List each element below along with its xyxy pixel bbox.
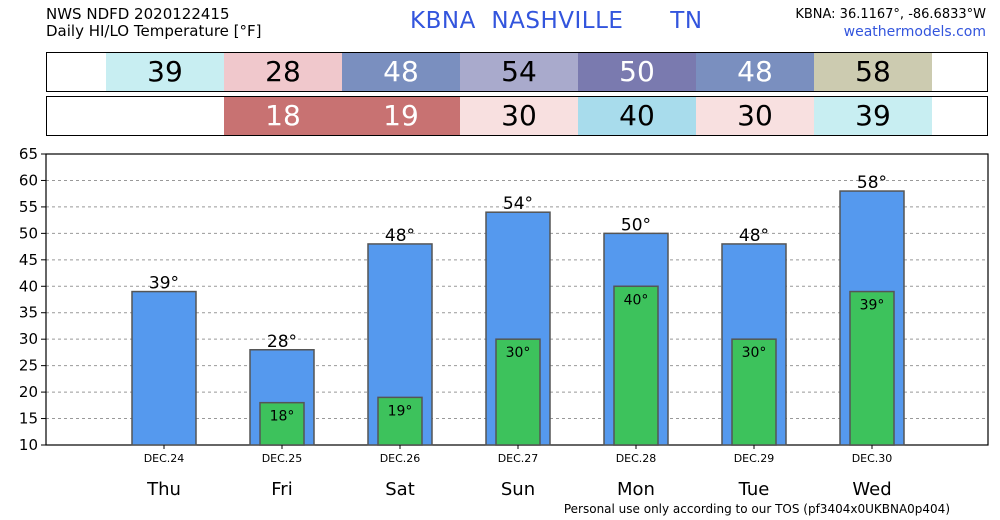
hi-bar-label: 58°	[857, 173, 887, 193]
temperature-chart: 10 15 20 25 30 35 40 45 50 55 60 65 39° DEC.24 Thu 28° 1…	[19, 145, 989, 500]
station-title: KBNA NASHVILLE TN	[410, 8, 703, 34]
hi-bar-label: 50°	[621, 215, 651, 235]
x-tick-label: Wed	[852, 479, 891, 500]
hi-temp-cell: 39	[106, 53, 224, 91]
hi-temp-cell: 58	[814, 53, 932, 91]
lo-bar-label: 40°	[624, 292, 649, 308]
lo-temp-cell: 39	[814, 97, 932, 135]
lo-bar	[731, 338, 777, 446]
lo-bar	[495, 338, 541, 446]
hi-temp-cell: 28	[224, 53, 342, 91]
hi-bar-label: 28°	[267, 332, 297, 352]
hi-temp-cell: 50	[578, 53, 696, 91]
lo-temp-strip: 18 19 30 40 30 39	[46, 96, 988, 136]
lo-bar	[613, 285, 659, 446]
hi-temp-cell: 54	[460, 53, 578, 91]
lo-temp-cell: 18	[224, 97, 342, 135]
lo-bar-label: 39°	[860, 298, 885, 314]
lo-bar	[259, 401, 305, 446]
lo-temp-cell: 19	[342, 97, 460, 135]
hi-bar-label: 48°	[739, 226, 769, 246]
y-tick-label: 50	[19, 224, 38, 242]
tos-note: Personal use only according to our TOS (…	[563, 502, 950, 516]
x-tick-label: Sat	[385, 479, 415, 500]
date-label: DEC.30	[852, 452, 893, 465]
hi-bar-label: 39°	[149, 274, 179, 294]
lo-bar-label: 18°	[270, 409, 295, 425]
y-tick-label: 30	[19, 330, 38, 348]
x-tick-label: Mon	[617, 479, 655, 500]
model-run-label: NWS NDFD 2020122415	[46, 5, 230, 23]
hi-bar	[131, 290, 197, 446]
lo-temp-cell	[106, 97, 224, 135]
y-tick-label: 10	[19, 436, 38, 454]
y-tick-label: 35	[19, 304, 38, 322]
lo-bar	[849, 290, 895, 446]
lo-bar-label: 30°	[506, 345, 531, 361]
hi-bar-label: 54°	[503, 194, 533, 214]
hi-bar-label: 48°	[385, 226, 415, 246]
date-label: DEC.27	[498, 452, 539, 465]
x-tick-label: Sun	[501, 479, 535, 500]
lo-bar-label: 30°	[742, 345, 767, 361]
x-tick-label: Thu	[146, 479, 181, 500]
y-tick-label: 25	[19, 357, 38, 375]
y-tick-label: 40	[19, 277, 38, 295]
date-label: DEC.29	[734, 452, 775, 465]
hi-temp-cell: 48	[696, 53, 814, 91]
date-label: DEC.24	[144, 452, 185, 465]
x-tick-label: Tue	[738, 479, 770, 500]
y-tick-label: 65	[19, 145, 38, 163]
lo-temp-cell: 30	[696, 97, 814, 135]
hi-temp-strip: 39 28 48 54 50 48 58	[46, 52, 988, 92]
date-label: DEC.25	[262, 452, 303, 465]
y-tick-label: 60	[19, 171, 38, 189]
lo-temp-cell: 30	[460, 97, 578, 135]
y-tick-label: 15	[19, 410, 38, 428]
site-link[interactable]: weathermodels.com	[843, 24, 986, 40]
product-label: Daily HI/LO Temperature [°F]	[46, 22, 262, 40]
date-label: DEC.26	[380, 452, 421, 465]
hi-temp-cell: 48	[342, 53, 460, 91]
station-coords: KBNA: 36.1167°, -86.6833°W	[795, 7, 986, 22]
x-tick-label: Fri	[271, 479, 292, 500]
lo-bar	[377, 396, 423, 446]
y-tick-label: 55	[19, 198, 38, 216]
lo-bar-label: 19°	[388, 403, 413, 419]
date-label: DEC.28	[616, 452, 657, 465]
y-tick-label: 20	[19, 383, 38, 401]
lo-temp-cell: 40	[578, 97, 696, 135]
y-tick-label: 45	[19, 251, 38, 269]
